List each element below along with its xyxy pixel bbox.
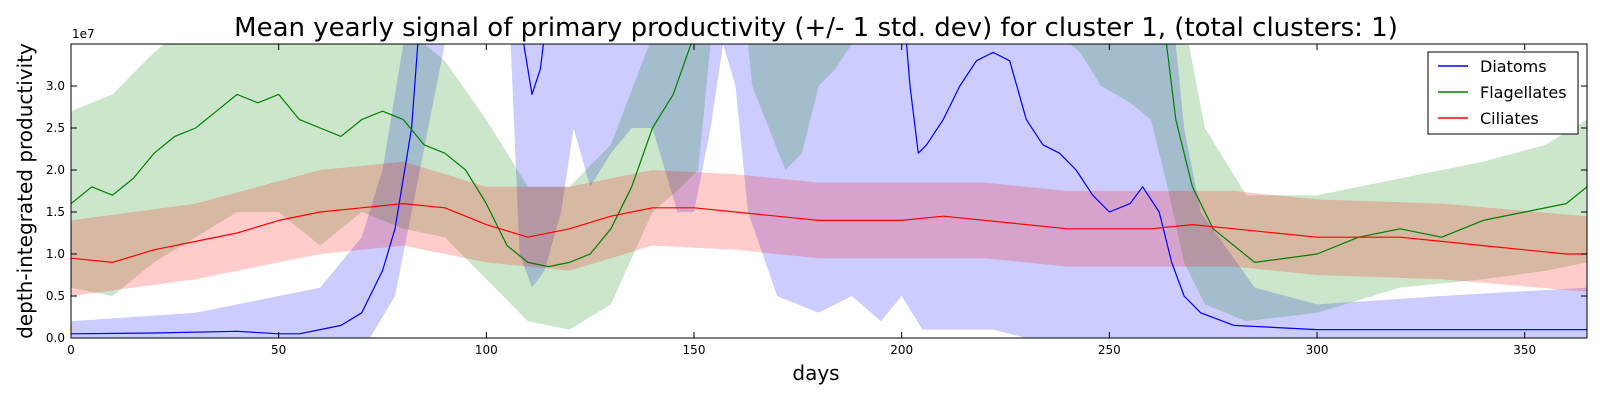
y-tick-label: 3.0 xyxy=(46,79,65,93)
x-tick-label: 200 xyxy=(890,343,913,357)
x-tick-label: 250 xyxy=(1098,343,1121,357)
x-tick-label: 300 xyxy=(1306,343,1329,357)
x-tick-label: 0 xyxy=(67,343,75,357)
y-tick-label: 2.0 xyxy=(46,163,65,177)
x-tick-label: 100 xyxy=(475,343,498,357)
y-axis-scale-label: 1e7 xyxy=(72,27,95,41)
legend-label-flagellates: Flagellates xyxy=(1480,83,1567,102)
mean-line-diatoms xyxy=(71,44,1587,335)
plot-background xyxy=(71,44,1587,338)
y-tick-label: 1.5 xyxy=(46,205,65,219)
plot-frame xyxy=(70,43,1588,339)
y-tick-label: 0.5 xyxy=(46,289,65,303)
x-tick-label: 350 xyxy=(1513,343,1536,357)
mean-line-ciliates xyxy=(71,203,1587,263)
y-tick-label: 2.5 xyxy=(46,121,65,135)
series-group xyxy=(71,44,1587,338)
std-band-diatoms xyxy=(71,44,1587,338)
legend-label-diatoms: Diatoms xyxy=(1480,57,1547,76)
y-tick-label: 0.0 xyxy=(46,331,65,345)
std-band-flagellates xyxy=(71,44,1587,330)
y-tick-label: 1.0 xyxy=(46,247,65,261)
legend: Diatoms Flagellates Ciliates xyxy=(1427,51,1579,135)
mean-line-flagellates xyxy=(71,44,1587,268)
chart-title: Mean yearly signal of primary productivi… xyxy=(234,13,1398,43)
x-axis-label: days xyxy=(792,361,839,385)
plot-area: 0 50 100 150 200 250 300 350 0.0 0.5 1.0 1.5 2.0 2.5 3… xyxy=(46,43,1588,357)
x-tick-label: 150 xyxy=(683,343,706,357)
legend-label-ciliates: Ciliates xyxy=(1480,109,1539,128)
x-tick-label: 50 xyxy=(271,343,286,357)
std-band-ciliates xyxy=(71,161,1587,296)
y-axis-label: depth-integrated productivity xyxy=(13,43,37,339)
